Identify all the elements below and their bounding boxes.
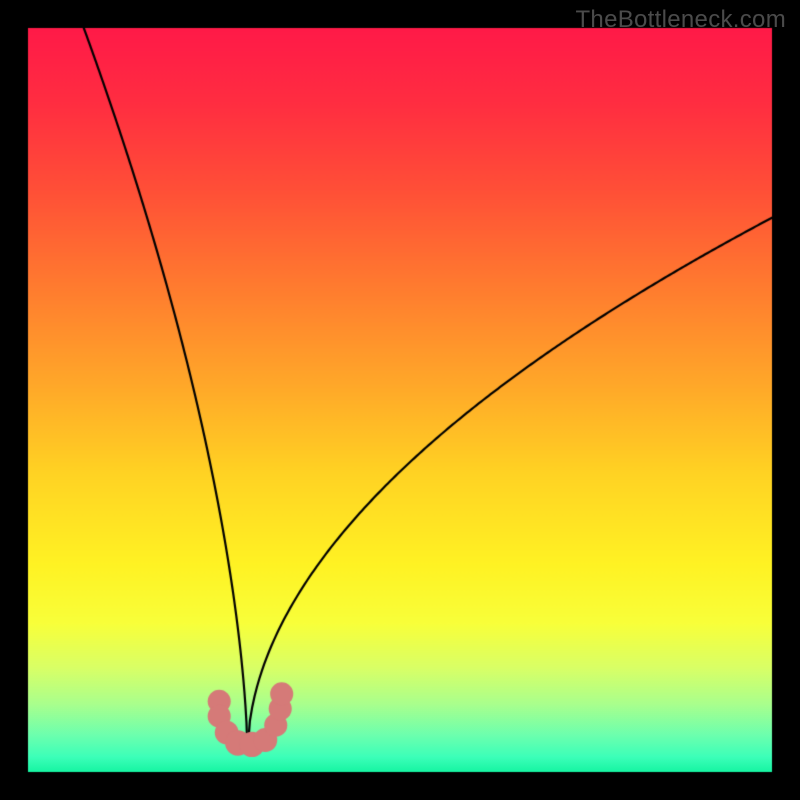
watermark-text: TheBottleneck.com [575,6,786,34]
bottleneck-chart [0,0,800,800]
